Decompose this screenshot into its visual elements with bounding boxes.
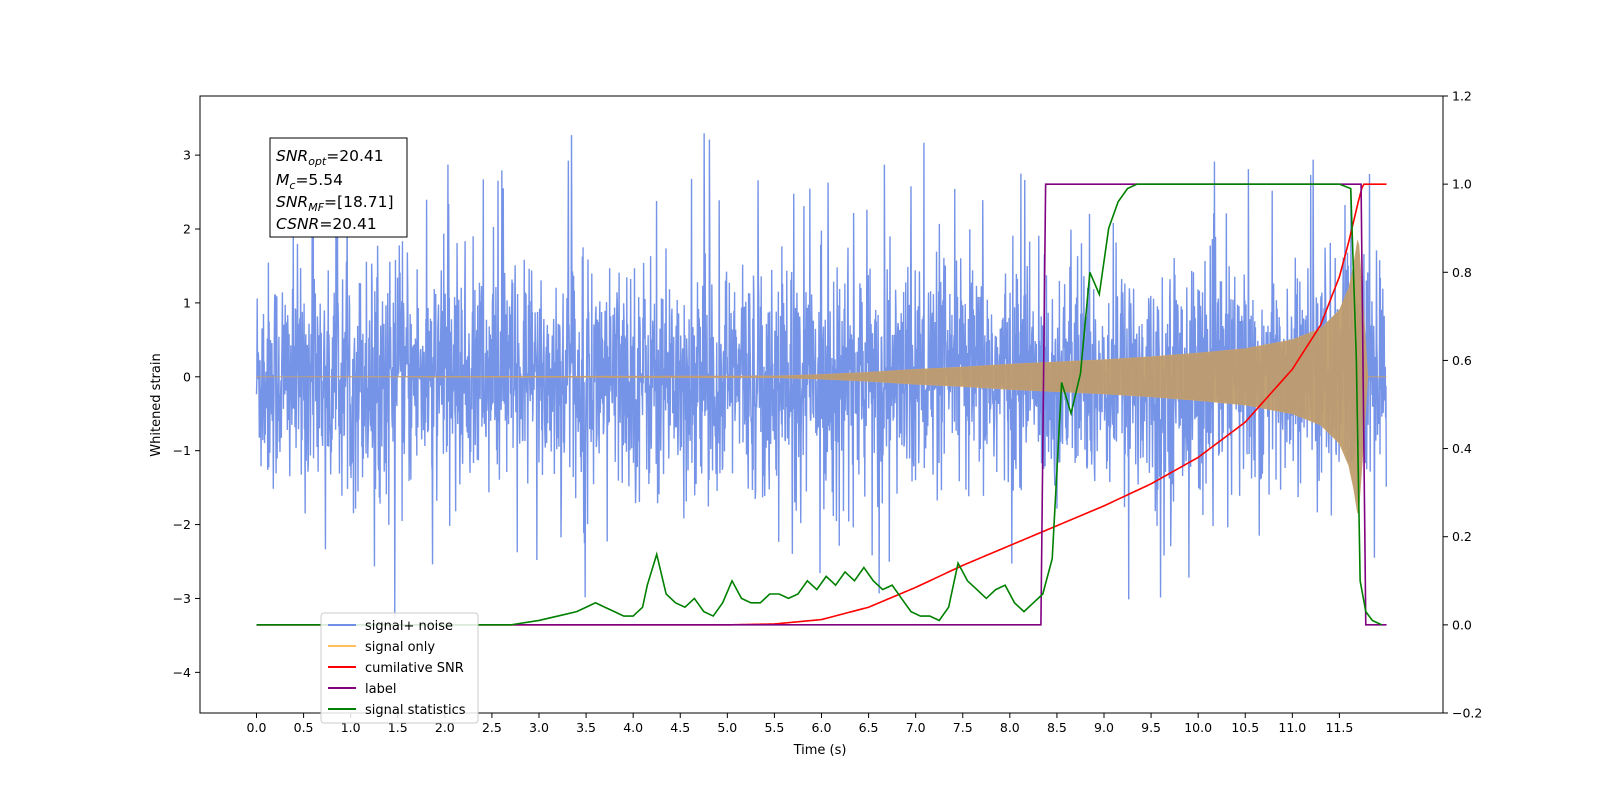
x-tick-label: 10.5 bbox=[1231, 720, 1259, 735]
x-axis-ticks: 0.0 0.5 1.0 1.5 2.0 2.5 3.0 3.5 4.0 4.5 5.0 5.5 6.0 6… bbox=[247, 713, 1353, 735]
y-left-tick-label: −1 bbox=[173, 443, 191, 458]
x-tick-label: 3.5 bbox=[576, 720, 596, 735]
x-tick-label: 11.5 bbox=[1325, 720, 1353, 735]
info-line-snr-opt: SNRopt=20.41 bbox=[276, 147, 384, 168]
x-tick-label: 8.5 bbox=[1047, 720, 1067, 735]
legend-label-signal-noise: signal+ noise bbox=[365, 619, 453, 634]
x-tick-label: 1.5 bbox=[388, 720, 408, 735]
y-left-tick-label: 3 bbox=[183, 148, 191, 163]
y-left-tick-label: −4 bbox=[173, 665, 191, 680]
y-right-tick-label: 0.4 bbox=[1452, 441, 1472, 456]
y-right-tick-label: 1.2 bbox=[1452, 89, 1472, 104]
signal-only-series bbox=[256, 240, 1387, 514]
legend-label-signal-statistics: signal statistics bbox=[365, 703, 466, 718]
x-tick-label: 9.5 bbox=[1141, 720, 1161, 735]
x-tick-label: 0.5 bbox=[294, 720, 314, 735]
x-tick-label: 11.0 bbox=[1278, 720, 1306, 735]
legend: signal+ noise signal only cumilative SNR… bbox=[320, 612, 479, 724]
y-left-tick-label: −3 bbox=[173, 591, 191, 606]
x-tick-label: 6.0 bbox=[812, 720, 832, 735]
x-tick-label: 8.0 bbox=[1000, 720, 1020, 735]
x-tick-label: 10.0 bbox=[1184, 720, 1212, 735]
info-line-mc: Mc=5.54 bbox=[276, 171, 343, 192]
x-axis-label: Time (s) bbox=[793, 743, 847, 758]
y-axis-label: Whitened strain bbox=[149, 353, 164, 456]
y-left-tick-label: 2 bbox=[183, 222, 191, 237]
y-left-tick-label: 0 bbox=[183, 369, 191, 384]
x-tick-label: 9.0 bbox=[1094, 720, 1114, 735]
y-right-tick-label: 1.0 bbox=[1452, 177, 1472, 192]
legend-label-signal-only: signal only bbox=[365, 640, 435, 655]
y-left-tick-label: −2 bbox=[173, 517, 191, 532]
y-right-tick-label: −0.2 bbox=[1452, 706, 1482, 721]
x-tick-label: 4.5 bbox=[670, 720, 690, 735]
info-line-snr-mf: SNRMF=[18.71] bbox=[276, 193, 394, 214]
y-axis-left-ticks: 3 2 1 0 −1 −2 −3 −4 bbox=[173, 148, 200, 680]
y-right-tick-label: 0.2 bbox=[1452, 529, 1472, 544]
y-left-tick-label: 1 bbox=[183, 295, 191, 310]
x-tick-label: 7.0 bbox=[906, 720, 926, 735]
x-tick-label: 5.5 bbox=[764, 720, 784, 735]
signal-noise-series bbox=[255, 133, 1387, 619]
y-right-tick-label: 0.0 bbox=[1452, 617, 1472, 632]
y-right-tick-label: 0.8 bbox=[1452, 265, 1472, 280]
x-tick-label: 7.5 bbox=[953, 720, 973, 735]
x-tick-label: 2.0 bbox=[435, 720, 455, 735]
x-tick-label: 4.0 bbox=[623, 720, 643, 735]
y-right-tick-label: 0.6 bbox=[1452, 353, 1472, 368]
x-tick-label: 3.0 bbox=[529, 720, 549, 735]
x-tick-label: 1.0 bbox=[341, 720, 361, 735]
signal-statistics-series bbox=[256, 183, 1383, 626]
legend-label-label: label bbox=[365, 682, 396, 697]
y-axis-right-ticks: 1.2 1.0 0.8 0.6 0.4 0.2 0.0 −0.2 bbox=[1443, 89, 1482, 721]
info-box: SNRopt=20.41 Mc=5.54 SNRMF=[18.71] CSNR=… bbox=[269, 137, 408, 238]
x-tick-label: 2.5 bbox=[482, 720, 502, 735]
info-line-csnr: CSNR=20.41 bbox=[276, 215, 377, 233]
x-tick-label: 6.5 bbox=[859, 720, 879, 735]
x-tick-label: 5.0 bbox=[717, 720, 737, 735]
legend-label-cumilative-snr: cumilative SNR bbox=[365, 661, 464, 676]
x-tick-label: 0.0 bbox=[247, 720, 267, 735]
